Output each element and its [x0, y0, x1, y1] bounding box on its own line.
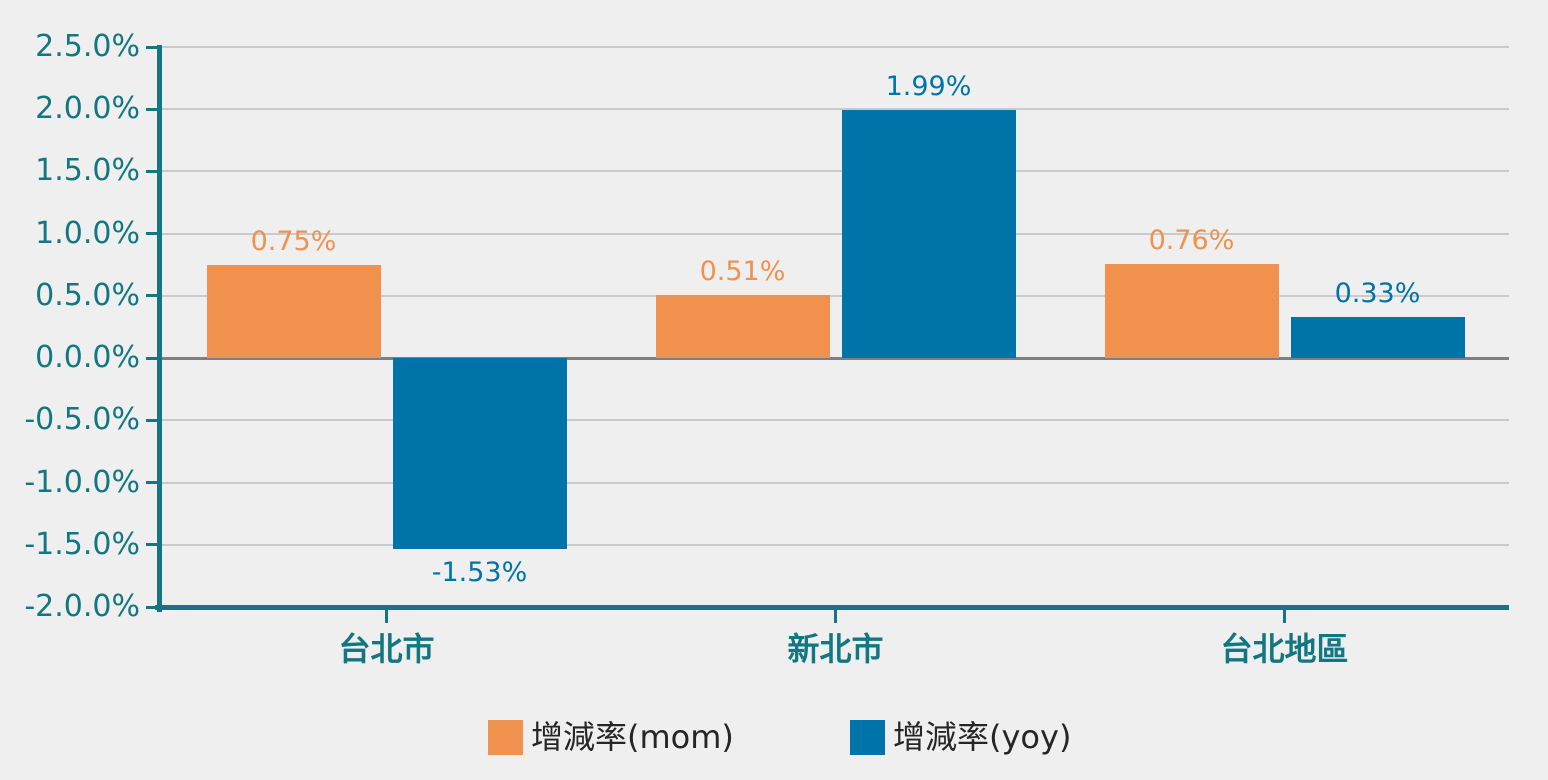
x-tick-mark	[834, 610, 837, 623]
y-tick-label: 2.5.0%	[35, 29, 140, 64]
x-axis-label: 台北地區	[1220, 630, 1349, 668]
legend-label-yoy: 增減率(yoy)	[893, 718, 1072, 756]
legend-swatch-mom	[488, 720, 523, 755]
y-tick-mark	[146, 481, 162, 485]
y-tick-label: -1.5.0%	[24, 526, 140, 562]
bar-value-label: 0.51%	[699, 255, 786, 287]
x-tick-mark	[1283, 610, 1286, 623]
bar-mom	[206, 264, 381, 359]
y-tick-label: 1.5.0%	[35, 153, 140, 189]
y-tick-label: 2.0.0%	[35, 91, 140, 127]
x-axis-line	[155, 605, 1509, 610]
y-tick-mark	[146, 45, 162, 49]
gridline	[162, 170, 1509, 173]
bar-yoy	[1290, 317, 1465, 359]
gridline	[162, 419, 1509, 422]
bar-value-label: 0.76%	[1148, 224, 1235, 256]
y-tick-mark	[146, 356, 162, 360]
y-tick-label: -0.5.0%	[24, 402, 140, 438]
y-tick-mark	[146, 107, 162, 111]
legend-label-mom: 增減率(mom)	[531, 718, 734, 756]
bar-mom	[655, 294, 830, 359]
y-tick-mark	[146, 605, 162, 609]
y-tick-mark	[146, 543, 162, 547]
bar-value-label: -1.53%	[431, 556, 528, 588]
gridline	[162, 481, 1509, 484]
y-axis-line	[157, 45, 162, 612]
gridline	[162, 108, 1509, 111]
legend-swatch-yoy	[850, 720, 885, 755]
bar-mom	[1104, 263, 1279, 359]
bar-yoy	[841, 110, 1016, 359]
bar-value-label: 0.75%	[250, 225, 337, 257]
gridline	[162, 294, 1509, 297]
y-tick-mark	[146, 294, 162, 298]
gridline	[162, 46, 1509, 48]
bar-value-label: 0.33%	[1334, 278, 1421, 310]
y-tick-label: 1.0.0%	[35, 215, 140, 251]
y-tick-label: 0.5.0%	[35, 277, 140, 313]
y-tick-mark	[146, 418, 162, 422]
gridline	[162, 356, 1509, 360]
x-axis-label: 台北市	[338, 630, 435, 668]
y-tick-label: -1.0.0%	[24, 464, 140, 500]
x-axis-label: 新北市	[787, 630, 884, 668]
x-tick-mark	[385, 610, 388, 623]
y-tick-label: 0.0.0%	[35, 340, 140, 376]
y-tick-label: -2.0.0%	[24, 589, 140, 624]
y-tick-mark	[146, 232, 162, 236]
y-tick-mark	[146, 169, 162, 173]
gridline	[162, 543, 1509, 546]
gridline	[162, 232, 1509, 235]
bar-value-label: 1.99%	[885, 71, 972, 103]
bar-yoy	[392, 358, 567, 549]
